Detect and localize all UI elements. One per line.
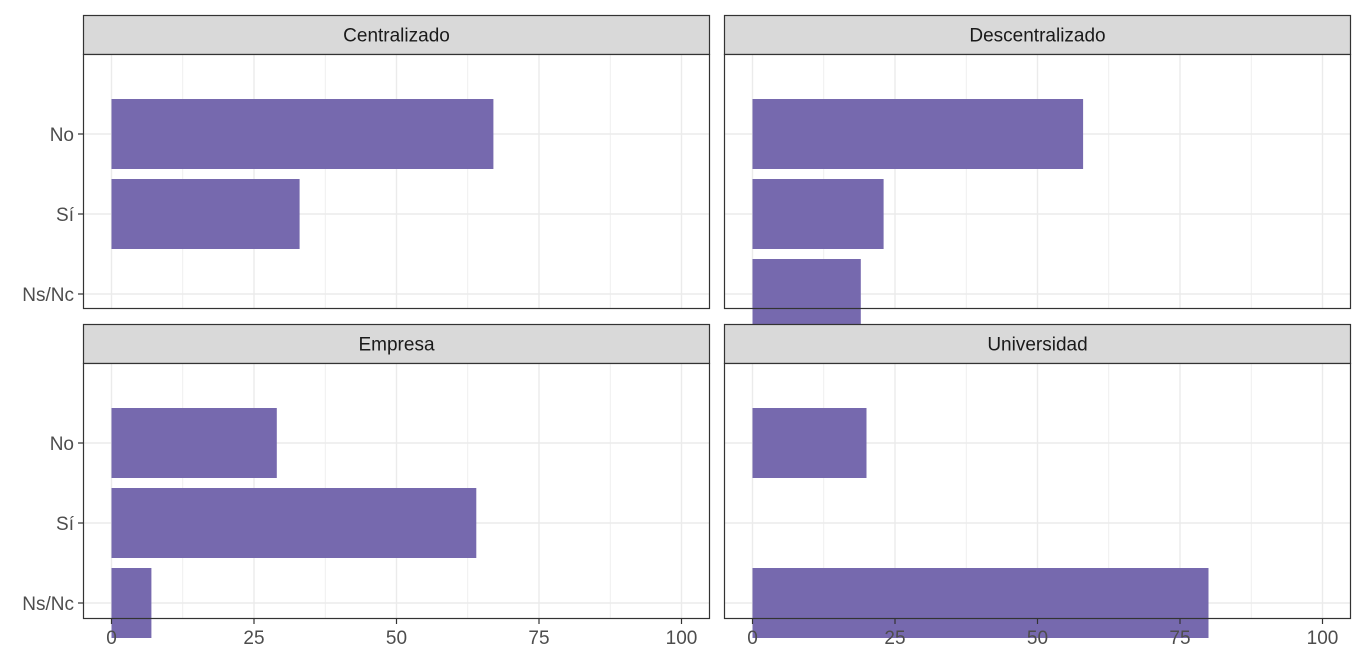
x-tick-label: 100 xyxy=(1307,628,1339,649)
facet-title: Universidad xyxy=(987,335,1087,356)
bar-s- xyxy=(111,179,300,249)
facet-panel-universidad: Universidad 0 25 50 75 100 xyxy=(723,323,1352,649)
facet-strip xyxy=(82,14,711,56)
y-tick-label: Ns/Nc xyxy=(22,594,74,615)
panel-border xyxy=(723,53,1352,310)
bar-s- xyxy=(752,179,884,249)
bar-no xyxy=(752,99,1084,169)
x-tick-label: 100 xyxy=(666,628,698,649)
facet-strip xyxy=(82,323,711,365)
facet-strip xyxy=(723,323,1352,365)
x-tick-label: 0 xyxy=(106,628,117,649)
y-tick-label: Sí xyxy=(56,205,75,226)
x-tick-label: 75 xyxy=(1169,628,1190,649)
bar-ns-nc xyxy=(752,568,1209,638)
bar-s- xyxy=(111,488,477,558)
panel-border xyxy=(82,362,711,620)
facet-title: Empresa xyxy=(358,335,434,356)
facet-panel-centralizado: Centralizado No Sí Ns/Nc xyxy=(22,14,711,310)
x-tick-label: 50 xyxy=(1027,628,1048,649)
y-tick-label: Ns/Nc xyxy=(22,285,74,306)
x-tick-label: 50 xyxy=(386,628,407,649)
bar-no xyxy=(752,408,867,478)
bar-no xyxy=(111,408,277,478)
x-tick-label: 25 xyxy=(243,628,264,649)
x-tick-label: 75 xyxy=(528,628,549,649)
facet-strip xyxy=(723,14,1352,56)
bar-ns-nc xyxy=(111,568,152,638)
facet-title: Descentralizado xyxy=(969,26,1105,47)
facet-title: Centralizado xyxy=(343,26,450,47)
y-tick-label: Sí xyxy=(56,514,75,535)
bar-no xyxy=(111,99,494,169)
facet-panel-descentralizado: Descentralizado xyxy=(723,14,1352,329)
panel-border xyxy=(82,53,711,310)
y-tick-label: No xyxy=(50,125,74,146)
x-tick-label: 0 xyxy=(747,628,758,649)
y-tick-label: No xyxy=(50,434,74,455)
panel-border xyxy=(723,362,1352,620)
bar-ns-nc xyxy=(752,259,861,329)
facet-panel-empresa: Empresa No Sí Ns/Nc 0 25 50 75 100 xyxy=(22,323,711,649)
x-tick-label: 25 xyxy=(884,628,905,649)
